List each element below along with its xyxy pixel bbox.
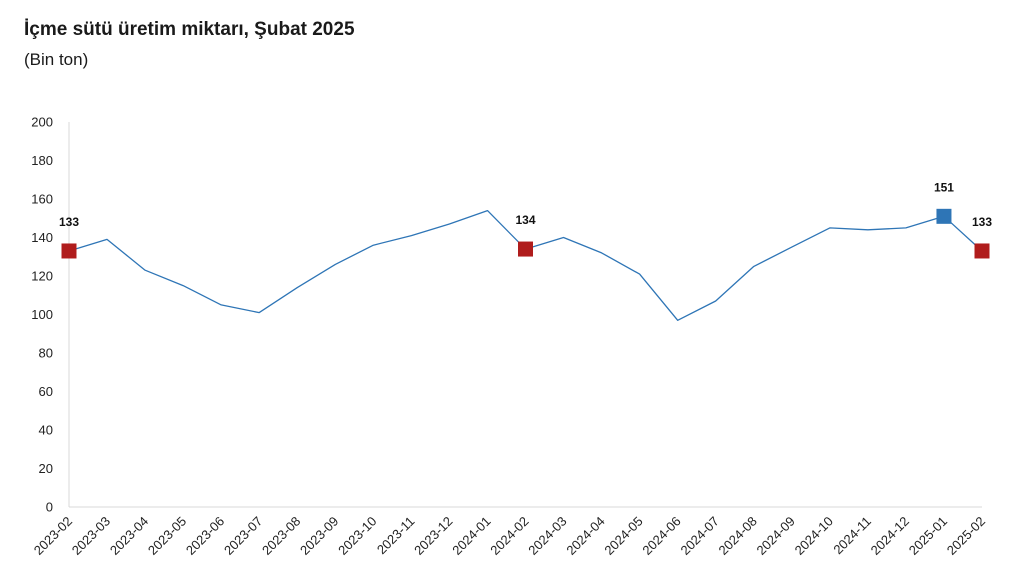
data-label: 133 [59,215,79,229]
x-tick-label: 2024-03 [525,514,569,558]
x-tick-label: 2024-01 [449,514,493,558]
x-tick-label: 2023-05 [145,514,189,558]
y-tick-label: 180 [31,153,53,168]
x-tick-label: 2024-09 [754,514,798,558]
highlight-marker [518,241,533,257]
y-tick-label: 0 [46,500,53,515]
x-tick-label: 2024-05 [601,514,645,558]
data-label: 133 [972,215,992,229]
chart-title: İçme sütü üretim miktarı, Şubat 2025 [24,19,355,40]
y-tick-label: 20 [39,461,53,476]
x-tick-label: 2025-01 [906,514,950,558]
highlight-marker [936,208,952,224]
y-tick-label: 200 [31,115,53,130]
x-tick-label: 2023-12 [411,514,455,558]
y-tick-label: 120 [31,269,53,284]
x-tick-label: 2023-11 [374,514,418,558]
x-tick-label: 2023-09 [297,514,341,558]
x-tick-label: 2024-07 [677,514,721,558]
x-tick-label: 2024-02 [487,514,531,558]
highlight-marker [61,243,77,259]
y-tick-label: 60 [39,384,53,399]
chart-subtitle: (Bin ton) [24,50,89,69]
x-tick-label: 2023-06 [183,514,227,558]
y-tick-label: 80 [39,346,53,361]
x-tick-label: 2023-08 [259,514,303,558]
y-tick-label: 40 [39,423,53,438]
x-tick-label: 2023-10 [335,514,379,558]
x-tick-label: 2023-07 [221,514,265,558]
x-tick-label: 2024-12 [868,514,912,558]
y-tick-label: 100 [31,307,53,322]
x-tick-label: 2024-06 [639,514,683,558]
x-tick-label: 2024-08 [716,514,760,558]
x-tick-label: 2024-10 [792,514,836,558]
x-tick-label: 2023-04 [107,514,151,558]
y-tick-label: 140 [31,230,53,245]
data-label: 151 [934,180,954,194]
y-tick-label: 160 [31,192,53,207]
x-tick-label: 2023-03 [69,514,113,558]
x-tick-label: 2024-04 [563,514,607,558]
x-tick-label: 2023-02 [31,514,75,558]
x-tick-label: 2025-02 [944,514,988,558]
data-label: 134 [515,213,535,227]
highlight-marker [974,243,990,259]
x-tick-label: 2024-11 [830,514,874,558]
